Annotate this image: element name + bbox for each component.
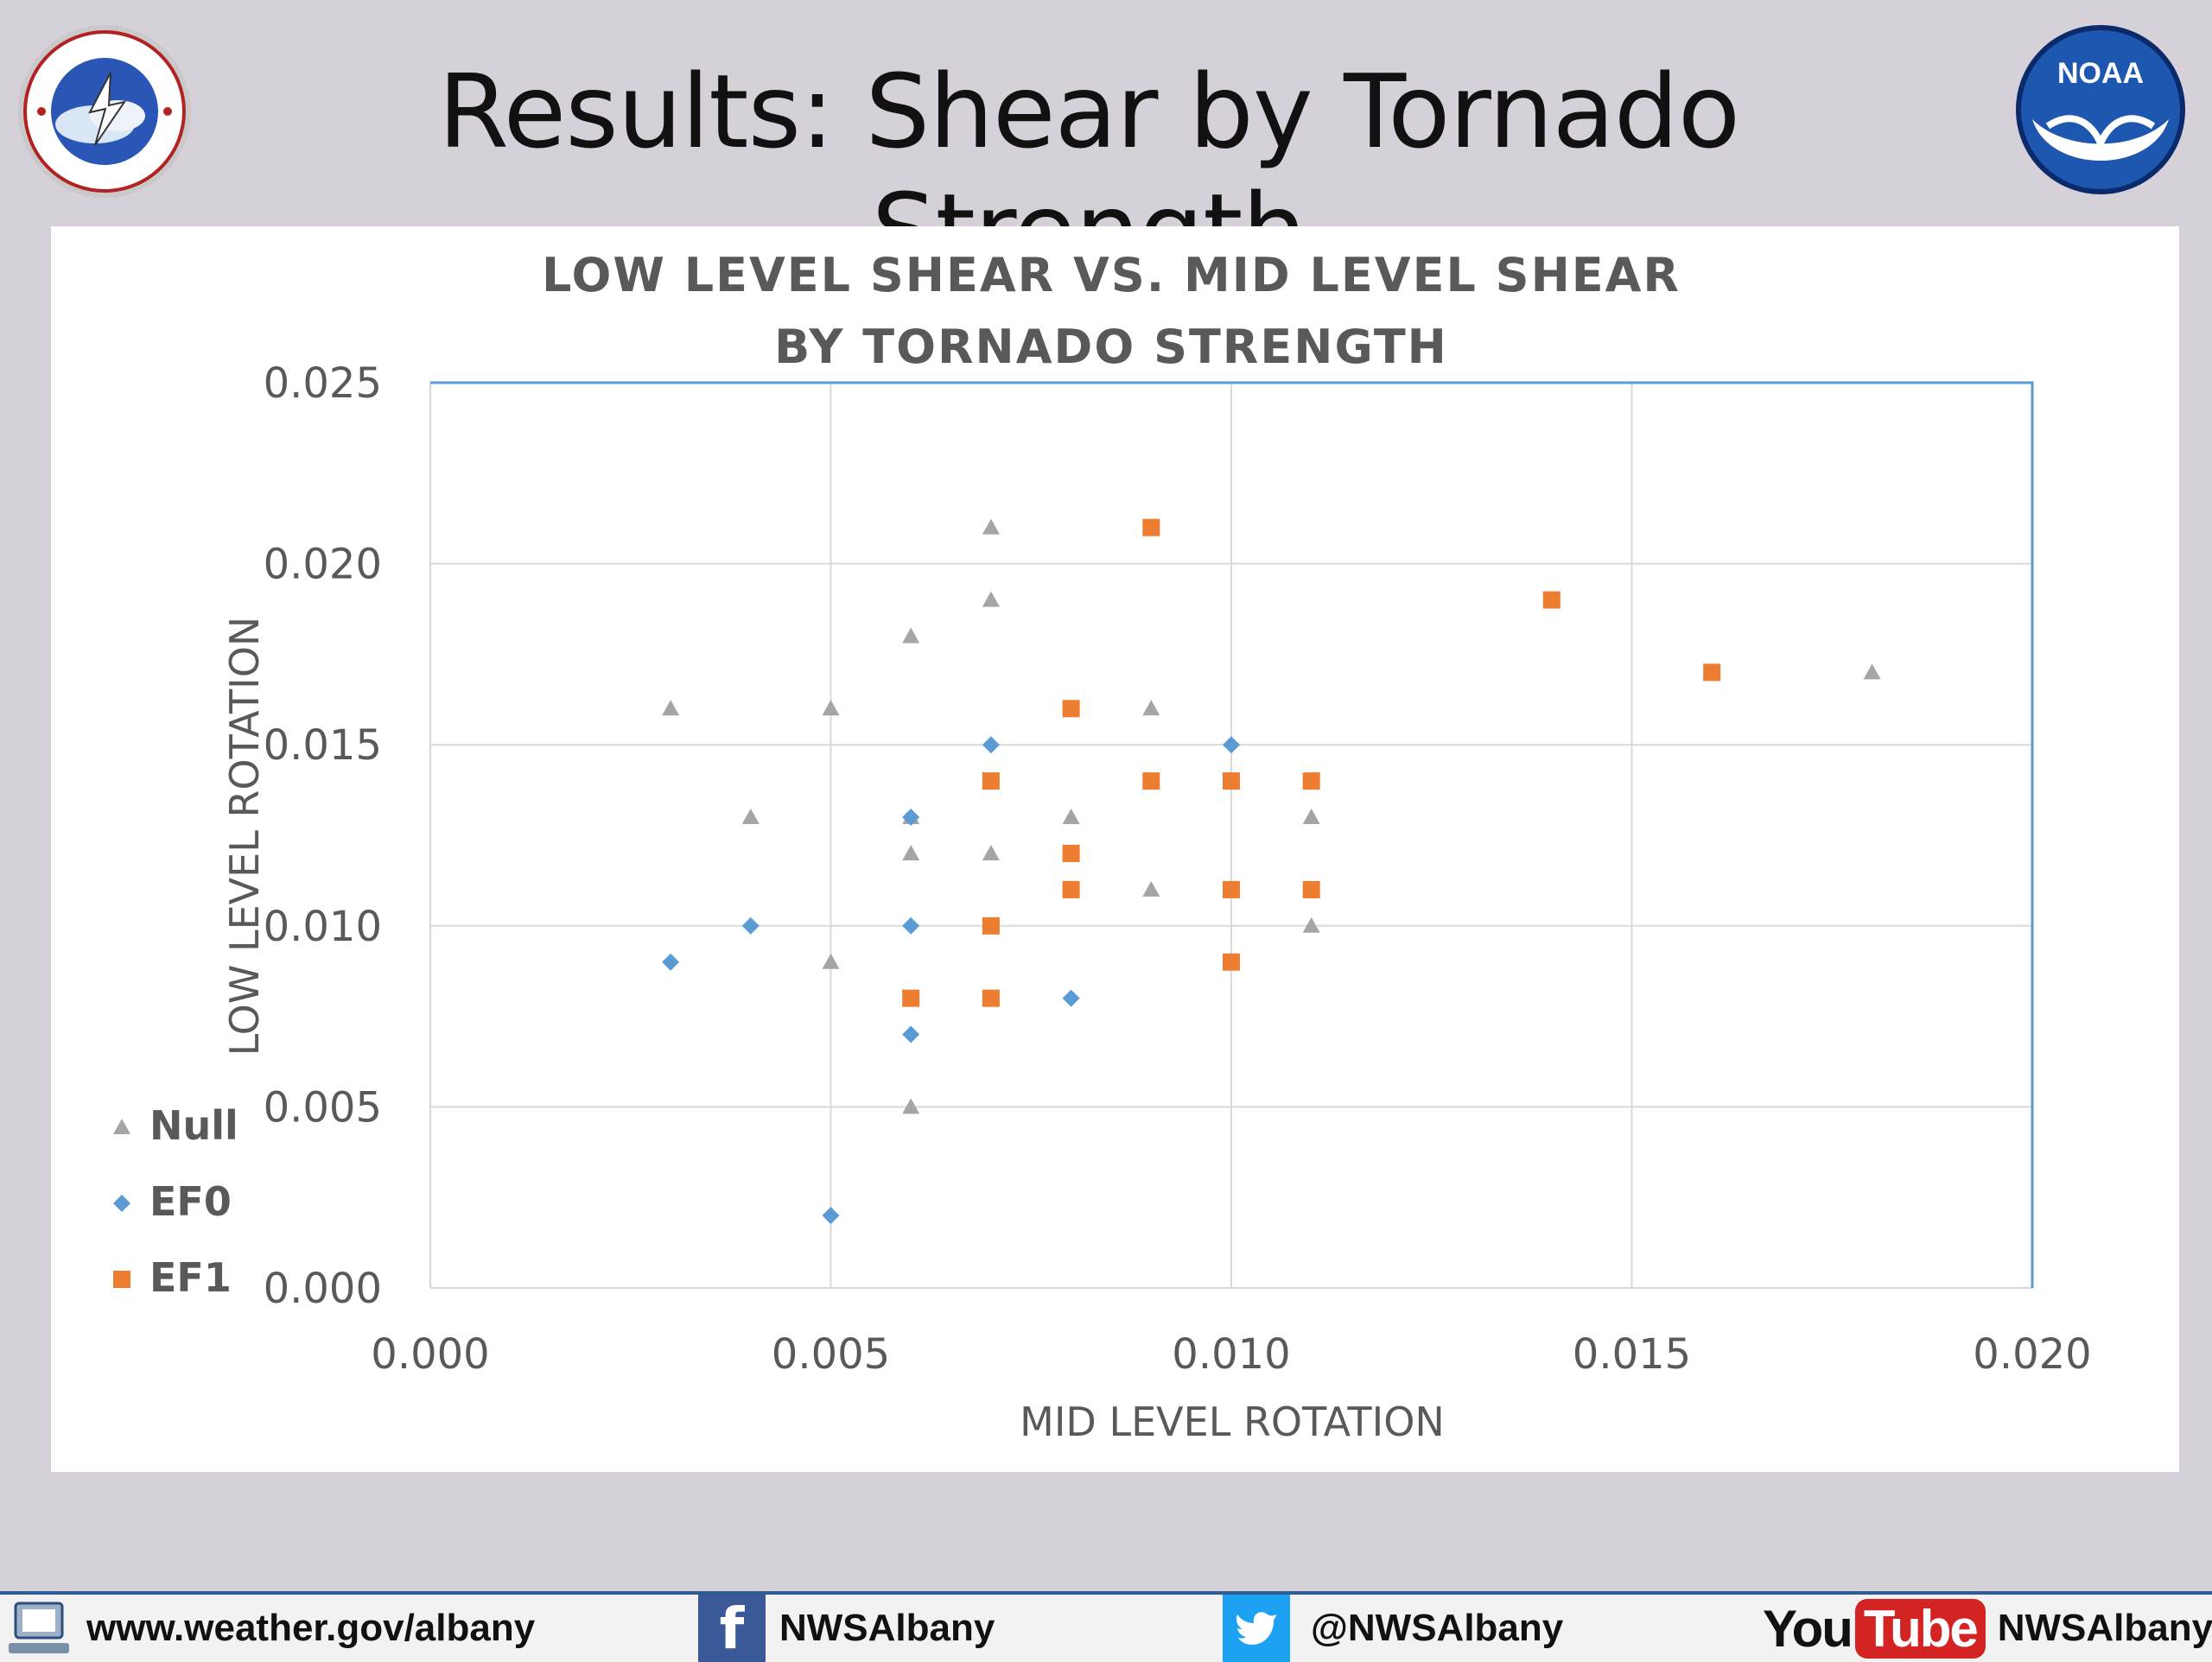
y-tick-label: 0.010 xyxy=(264,903,382,951)
legend-label: Null xyxy=(149,1102,238,1149)
youtube-you-text: You xyxy=(1763,1599,1853,1658)
point-ef0 xyxy=(982,736,1000,754)
point-ef0 xyxy=(1223,736,1240,754)
legend-marker-null xyxy=(113,1119,130,1134)
point-null xyxy=(1302,809,1320,825)
footer-facebook[interactable]: f NWSAlbany xyxy=(698,1595,995,1662)
point-ef1 xyxy=(982,917,1000,935)
point-ef0 xyxy=(741,917,760,935)
x-tick-label: 0.015 xyxy=(1573,1330,1691,1379)
x-tick-labels: 0.000 0.005 0.010 0.015 0.020 xyxy=(371,1330,2091,1379)
point-null xyxy=(662,700,680,716)
legend-marker-ef1 xyxy=(113,1271,130,1288)
point-ef0 xyxy=(902,917,920,935)
point-null xyxy=(982,844,1000,860)
point-null xyxy=(902,627,920,644)
point-null xyxy=(982,518,1000,535)
chart-panel: LOW LEVEL SHEAR VS. MID LEVEL SHEAR BY T… xyxy=(51,226,2179,1472)
point-ef1 xyxy=(902,989,920,1007)
legend-label: EF0 xyxy=(149,1178,232,1225)
point-ef1 xyxy=(1142,518,1160,536)
point-ef1 xyxy=(1062,844,1080,862)
legend-marker-ef0 xyxy=(113,1195,130,1212)
point-null xyxy=(741,809,760,825)
point-ef0 xyxy=(902,809,920,827)
point-null xyxy=(1062,809,1080,825)
legend-item-null: Null xyxy=(113,1102,238,1149)
point-ef1 xyxy=(1223,880,1240,898)
x-tick-label: 0.005 xyxy=(772,1330,890,1379)
grid-lines xyxy=(429,381,2034,1289)
footer-website[interactable]: www.weather.gov/albany xyxy=(5,1595,535,1662)
legend-item-ef1: EF1 xyxy=(113,1254,232,1301)
point-null xyxy=(982,591,1000,607)
footer-bar: www.weather.gov/albany f NWSAlbany @NWSA… xyxy=(0,1591,2212,1662)
noaa-logo-text: NOAA xyxy=(2057,57,2144,90)
point-null xyxy=(1142,700,1160,716)
point-ef0 xyxy=(1062,989,1080,1007)
point-ef1 xyxy=(1223,772,1240,790)
noaa-logo: NOAA xyxy=(2016,25,2185,194)
x-tick-label: 0.010 xyxy=(1172,1330,1290,1379)
nws-logo xyxy=(18,25,191,198)
chart-title-line1: LOW LEVEL SHEAR VS. MID LEVEL SHEAR xyxy=(542,248,1681,302)
point-ef1 xyxy=(1703,663,1721,682)
youtube-tube-text: Tube xyxy=(1854,1598,1986,1659)
series-null xyxy=(662,518,1881,1114)
footer-youtube[interactable]: You Tube NWSAlbany xyxy=(1763,1595,2212,1662)
y-tick-label: 0.015 xyxy=(264,721,382,770)
twitter-icon xyxy=(1223,1595,1290,1662)
data-points xyxy=(662,518,1881,1225)
point-ef1 xyxy=(982,989,1000,1007)
point-ef1 xyxy=(1302,880,1320,898)
point-ef1 xyxy=(1542,591,1560,609)
x-tick-label: 0.000 xyxy=(371,1330,489,1379)
legend-item-ef0: EF0 xyxy=(113,1178,232,1225)
point-null xyxy=(902,1098,920,1114)
legend: Null EF0 EF1 xyxy=(113,1102,238,1301)
point-ef1 xyxy=(1062,700,1080,718)
computer-icon xyxy=(9,1602,69,1653)
youtube-handle[interactable]: NWSAlbany xyxy=(1997,1607,2212,1649)
point-ef0 xyxy=(902,1025,920,1044)
facebook-icon: f xyxy=(698,1595,766,1662)
point-null xyxy=(822,700,840,716)
twitter-handle[interactable]: @NWSAlbany xyxy=(1311,1607,1564,1649)
y-tick-label: 0.005 xyxy=(264,1083,382,1132)
point-ef1 xyxy=(1062,880,1080,898)
point-ef1 xyxy=(1302,772,1320,790)
youtube-icon: You Tube xyxy=(1763,1598,1998,1659)
point-null xyxy=(1863,663,1881,680)
point-ef1 xyxy=(982,772,1000,790)
point-ef0 xyxy=(822,1207,840,1225)
series-ef1 xyxy=(902,518,1721,1007)
y-tick-labels: 0.000 0.005 0.010 0.015 0.020 0.025 xyxy=(264,359,382,1313)
point-ef1 xyxy=(1142,772,1160,790)
point-ef0 xyxy=(662,953,680,971)
point-null xyxy=(822,953,840,969)
facebook-handle[interactable]: NWSAlbany xyxy=(779,1607,995,1649)
y-tick-label: 0.000 xyxy=(264,1265,382,1313)
scatter-chart: LOW LEVEL SHEAR VS. MID LEVEL SHEAR BY T… xyxy=(113,248,2092,1445)
x-axis-label: MID LEVEL ROTATION xyxy=(1020,1399,1445,1445)
legend-label: EF1 xyxy=(149,1254,232,1301)
point-null xyxy=(902,844,920,860)
point-null xyxy=(1302,917,1320,933)
x-tick-label: 0.020 xyxy=(1973,1330,2091,1379)
website-link[interactable]: www.weather.gov/albany xyxy=(86,1607,536,1649)
point-null xyxy=(1142,880,1160,897)
point-ef1 xyxy=(1223,953,1240,971)
chart-title-line2: BY TORNADO STRENGTH xyxy=(774,320,1448,374)
series-ef0 xyxy=(662,736,1240,1225)
footer-twitter[interactable]: @NWSAlbany xyxy=(1223,1595,1563,1662)
y-tick-label: 0.025 xyxy=(264,359,382,408)
plot-border xyxy=(430,381,2034,1288)
y-axis-label: LOW LEVEL ROTATION xyxy=(221,617,268,1056)
y-tick-label: 0.020 xyxy=(264,541,382,589)
